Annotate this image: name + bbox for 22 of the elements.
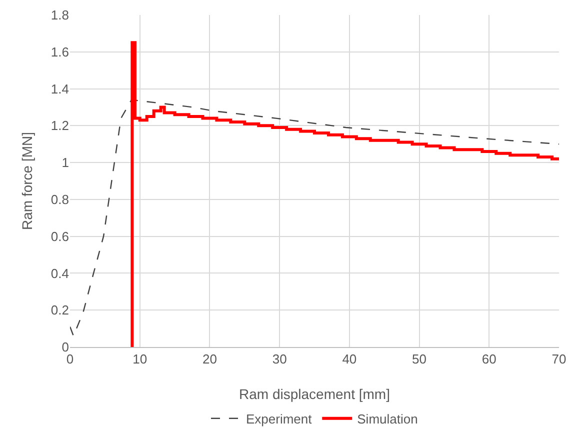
y-tick-label: 0.6 bbox=[50, 228, 69, 244]
x-tick-label: 10 bbox=[132, 352, 148, 367]
legend-label: Simulation bbox=[357, 411, 418, 426]
x-tick-label: 30 bbox=[272, 352, 287, 367]
x-tick-label: 50 bbox=[412, 352, 427, 367]
y-tick-label: 0 bbox=[62, 340, 69, 355]
x-tick-label: 60 bbox=[482, 352, 496, 367]
y-tick-label: 1.2 bbox=[50, 118, 69, 134]
y-tick-label: 0.4 bbox=[50, 266, 69, 281]
y-tick-label: 1 bbox=[62, 155, 69, 170]
x-tick-label: 20 bbox=[202, 352, 217, 367]
y-axis-title: Ram force [MN] bbox=[19, 132, 35, 230]
y-tick-label: 1.6 bbox=[50, 44, 69, 60]
y-tick-label: 0.8 bbox=[50, 192, 69, 207]
y-tick-label: 1.8 bbox=[50, 8, 69, 23]
x-axis-title: Ram displacement [mm] bbox=[239, 386, 390, 402]
line-series bbox=[70, 99, 559, 337]
y-tick-label: 0.2 bbox=[50, 302, 69, 318]
x-tick-label: 70 bbox=[552, 352, 566, 367]
legend-label: Experiment bbox=[246, 411, 312, 426]
y-tick-label: 1.4 bbox=[50, 81, 69, 96]
x-tick-label: 40 bbox=[342, 352, 357, 367]
